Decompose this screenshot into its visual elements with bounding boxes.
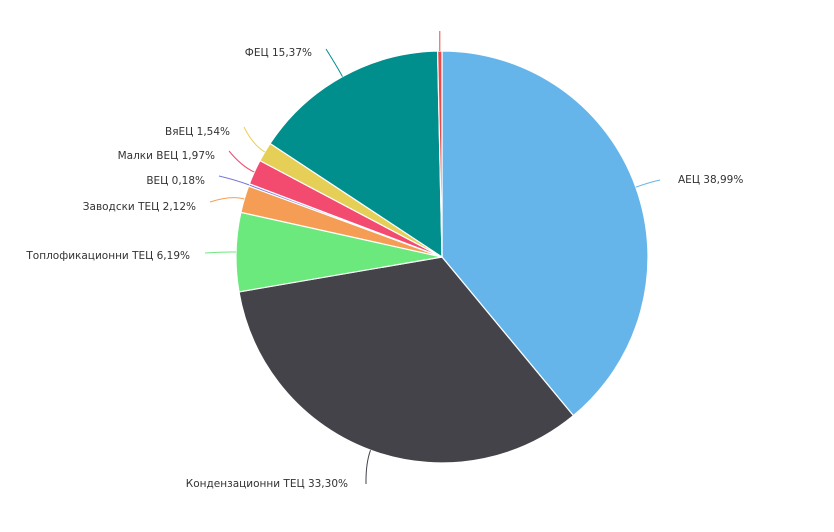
leader-line-3	[204, 251, 237, 254]
data-label-8: ФЕЦ 15,37%	[245, 47, 312, 59]
leader-line-6	[228, 150, 255, 173]
data-labels: АЕЦ 38,99% Кондензационни ТЕЦ 33,30% Топло…	[25, 47, 743, 490]
leader-line-1	[635, 179, 661, 188]
data-label-6: Малки ВЕЦ 1,97%	[118, 150, 215, 162]
data-label-4: Заводски ТЕЦ 2,12%	[83, 201, 196, 213]
pie-slice-9[interactable]	[437, 50, 443, 258]
leader-line-7	[243, 126, 266, 153]
leader-line-8	[325, 48, 343, 77]
data-label-2: Кондензационни ТЕЦ 33,30%	[186, 478, 348, 490]
data-label-5: ВЕЦ 0,18%	[146, 175, 205, 187]
leader-line-5	[218, 175, 250, 186]
leader-line-4	[209, 197, 245, 203]
data-label-1: АЕЦ 38,99%	[678, 174, 743, 186]
data-label-7: ВяЕЦ 1,54%	[165, 126, 230, 138]
pie-slice-2[interactable]	[238, 256, 575, 464]
data-label-3: Топлофикационни ТЕЦ 6,19%	[25, 250, 190, 262]
pie-slices	[235, 50, 649, 464]
pie-slice-8[interactable]	[269, 50, 443, 258]
leader-line-2	[365, 450, 371, 485]
label-leader-lines	[204, 31, 661, 485]
pie-slice-1[interactable]	[441, 50, 649, 417]
